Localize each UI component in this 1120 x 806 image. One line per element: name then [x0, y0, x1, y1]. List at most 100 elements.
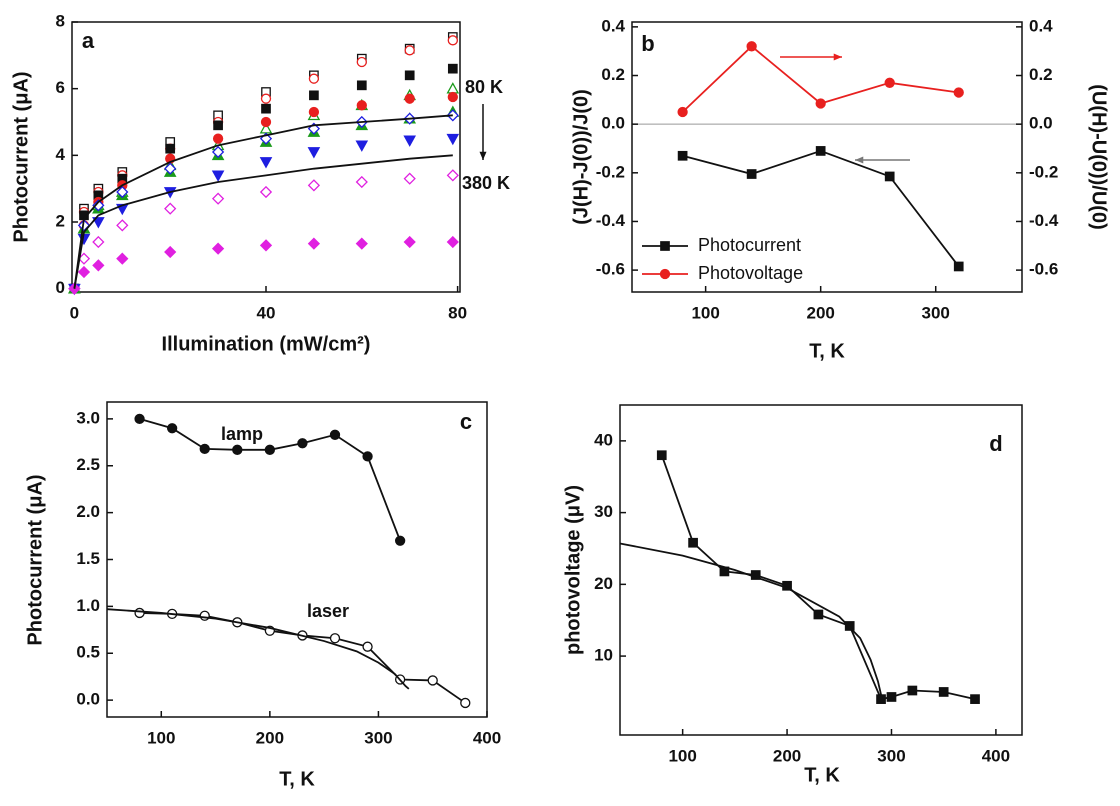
marker [885, 172, 893, 180]
marker [448, 237, 458, 247]
marker [214, 134, 223, 143]
marker [309, 148, 319, 157]
x-tick-label: 400 [473, 728, 501, 747]
marker [658, 451, 666, 459]
marker [448, 83, 458, 92]
marker [200, 444, 209, 453]
marker [689, 539, 697, 547]
marker [405, 173, 415, 183]
arrow-head [479, 152, 486, 160]
marker [678, 152, 686, 160]
y-tick-label: 0.4 [601, 16, 625, 35]
series-line [662, 455, 975, 699]
marker [331, 634, 340, 643]
y2-tick-label: 0.2 [1029, 65, 1053, 84]
chart-panel: 1002003000.40.20.0-0.2-0.4-0.60.40.20.0-… [570, 16, 1109, 362]
marker [135, 414, 144, 423]
series-line [620, 543, 882, 699]
y-tick-label: -0.4 [596, 211, 626, 230]
marker [814, 610, 822, 618]
marker [213, 193, 223, 203]
marker [405, 46, 414, 55]
x-tick-label: 200 [256, 728, 284, 747]
y2-tick-label: 0.0 [1029, 114, 1053, 133]
marker [358, 81, 366, 89]
marker [168, 424, 177, 433]
marker [214, 121, 222, 129]
y2-tick-label: 0.4 [1029, 16, 1053, 35]
y-tick-label: -0.2 [596, 162, 625, 181]
x-axis-label: Illumination (mW/cm²) [162, 333, 371, 355]
arrow-head [834, 53, 842, 60]
y-tick-label: 30 [594, 502, 613, 521]
y-axis-label: (J(H)-J(0))/J(0) [570, 89, 592, 225]
y-tick-label: 1.5 [76, 549, 100, 568]
y2-axis-label: (U(H)-U(0))/U(0) [1088, 84, 1110, 230]
plot-frame [620, 405, 1022, 735]
panel-label: b [641, 31, 654, 56]
marker [428, 676, 437, 685]
marker [816, 147, 824, 155]
legend-label: Photocurrent [698, 235, 801, 255]
marker [357, 141, 367, 150]
marker [213, 243, 223, 253]
marker [261, 187, 271, 197]
marker [233, 445, 242, 454]
x-tick-label: 300 [922, 303, 950, 322]
marker [448, 170, 458, 180]
y-tick-label: 2.5 [76, 455, 100, 474]
panel-label: c [460, 409, 472, 434]
marker [661, 242, 669, 250]
marker [955, 262, 963, 270]
marker [461, 698, 470, 707]
annotation: lamp [221, 424, 263, 444]
marker [117, 253, 127, 263]
marker [135, 608, 144, 617]
marker [265, 445, 274, 454]
marker [939, 688, 947, 696]
marker [117, 220, 127, 230]
y-tick-label: 0.0 [76, 690, 100, 709]
marker [406, 71, 414, 79]
y-tick-label: 8 [56, 11, 65, 30]
marker [846, 622, 854, 630]
marker [166, 144, 174, 152]
y-tick-label: 0 [56, 278, 65, 297]
annotation: 80 K [465, 77, 503, 97]
y-tick-label: 1.0 [76, 596, 100, 615]
marker [357, 58, 366, 67]
legend-label: Photovoltage [698, 263, 803, 283]
y-tick-label: 20 [594, 574, 613, 593]
y-tick-label: 10 [594, 646, 613, 665]
marker [363, 452, 372, 461]
marker [405, 94, 414, 103]
marker [165, 203, 175, 213]
plot-frame [107, 402, 487, 717]
x-tick-label: 300 [877, 746, 905, 765]
marker [298, 439, 307, 448]
x-axis-label: T, K [279, 768, 315, 790]
y-tick-label: 2.0 [76, 502, 100, 521]
marker [262, 104, 270, 112]
y2-tick-label: -0.4 [1029, 211, 1059, 230]
y-axis-label: Photocurrent (μA) [24, 474, 46, 645]
y-tick-label: 3.0 [76, 408, 100, 427]
x-tick-label: 0 [70, 303, 79, 322]
marker [954, 88, 963, 97]
chart-panel: 10020030040010203040T, Kphotovoltage (μV… [562, 405, 1022, 786]
marker [661, 270, 670, 279]
y2-tick-label: -0.2 [1029, 162, 1058, 181]
x-axis-label: T, K [809, 340, 845, 362]
panel-label: d [989, 431, 1002, 456]
marker [908, 686, 916, 694]
marker [261, 240, 271, 250]
x-tick-label: 400 [982, 746, 1010, 765]
marker [363, 642, 372, 651]
x-tick-label: 300 [364, 728, 392, 747]
marker [885, 78, 894, 87]
marker [213, 171, 223, 180]
annotation: 380 K [462, 173, 510, 193]
marker [357, 177, 367, 187]
y2-tick-label: -0.6 [1029, 260, 1058, 279]
panel-label: a [82, 28, 95, 53]
